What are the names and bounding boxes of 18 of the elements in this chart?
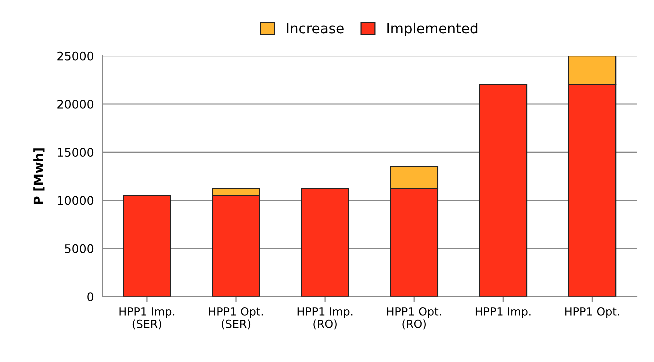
- bar: [301, 188, 350, 297]
- y-tick-label: 10000: [58, 196, 94, 206]
- x-tick-label: HPP1 Opt. (SER): [209, 307, 264, 330]
- x-tick-label: HPP1 Opt. (RO): [387, 307, 442, 330]
- x-tick-label: HPP1 Imp.: [476, 308, 531, 318]
- y-tick-label: 15000: [58, 148, 94, 158]
- bar: [479, 84, 528, 297]
- y-axis-title: P [Mwh]: [34, 148, 45, 204]
- x-tick-label: HPP1 Opt.: [566, 307, 620, 318]
- y-tick-label: 20000: [58, 100, 94, 109]
- x-tick-label: HPP1 Imp. (RO): [298, 308, 353, 330]
- legend-label: Increase: [287, 23, 344, 34]
- legend-label: Implemented: [388, 22, 478, 36]
- y-tick-label: 0: [88, 292, 94, 302]
- y-tick-label: 25000: [58, 52, 94, 61]
- y-tick-label: 5000: [65, 244, 94, 254]
- bar: [123, 195, 172, 297]
- x-tick-label: HPP1 Imp. (SER): [120, 308, 175, 330]
